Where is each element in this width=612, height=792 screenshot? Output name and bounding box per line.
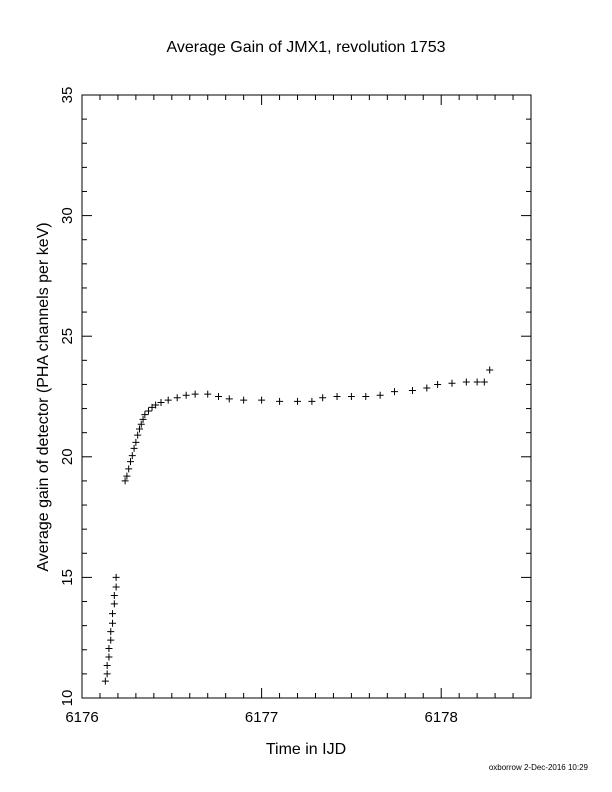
x-axis-label: Time in IJD: [266, 741, 346, 758]
plot-frame: [81, 94, 532, 699]
data-point: [130, 444, 138, 452]
data-point: [258, 396, 266, 404]
data-point: [109, 610, 117, 618]
x-tick-label: 6178: [425, 709, 458, 726]
data-point: [462, 378, 470, 386]
data-point: [109, 619, 117, 627]
data-point: [105, 645, 113, 653]
data-point: [110, 591, 118, 599]
data-point: [486, 366, 494, 374]
y-tick-label: 15: [59, 569, 76, 586]
data-point: [134, 431, 142, 439]
data-point: [423, 384, 431, 392]
chart-title: Average Gain of JMX1, revolution 1753: [167, 39, 446, 56]
data-point: [294, 397, 302, 405]
data-point: [101, 677, 109, 685]
data-markers: [101, 366, 494, 685]
y-tick-label: 20: [59, 448, 76, 465]
data-point: [480, 378, 488, 386]
data-point: [164, 396, 172, 404]
data-point: [103, 661, 111, 669]
data-point: [362, 393, 370, 400]
tick-labels: 6176 6177 6178 10 15 20 25 30 35: [59, 87, 458, 726]
data-point: [144, 407, 152, 415]
data-point: [473, 378, 481, 386]
data-point: [135, 425, 143, 433]
data-point: [112, 573, 120, 581]
data-point: [276, 397, 284, 405]
data-point: [448, 379, 456, 387]
data-point: [182, 391, 190, 399]
y-tick-label: 35: [59, 87, 76, 104]
data-point: [319, 394, 327, 402]
y-tick-label: 25: [59, 328, 76, 345]
x-tick-label: 6177: [245, 709, 278, 726]
data-point: [333, 393, 341, 400]
data-point: [141, 411, 149, 419]
data-point: [376, 391, 384, 399]
data-point: [214, 393, 222, 400]
axis-ticks: [81, 94, 532, 699]
data-point: [121, 477, 129, 485]
data-point: [308, 397, 316, 405]
data-point: [107, 636, 115, 644]
data-point: [126, 458, 134, 466]
data-point: [125, 465, 133, 473]
data-point: [112, 583, 120, 591]
data-point: [132, 438, 140, 446]
data-point: [225, 395, 233, 403]
data-point: [139, 415, 147, 423]
data-point: [105, 653, 113, 661]
data-point: [240, 396, 248, 404]
data-point: [347, 393, 355, 400]
data-point: [434, 380, 442, 388]
data-point: [110, 600, 118, 608]
x-tick-label: 6176: [65, 709, 98, 726]
y-tick-label: 30: [59, 207, 76, 224]
y-axis-label: Average gain of detector (PHA channels p…: [35, 222, 52, 571]
data-point: [204, 390, 212, 398]
data-point: [148, 403, 156, 411]
data-point: [173, 394, 181, 402]
data-point: [103, 670, 111, 678]
data-point: [152, 401, 160, 409]
data-point: [128, 452, 136, 460]
footer-stamp: oxborrow 2-Dec-2016 10:29: [489, 763, 589, 772]
data-point: [123, 472, 131, 480]
data-point: [191, 390, 199, 398]
data-point: [408, 386, 416, 394]
data-point: [137, 420, 145, 428]
y-tick-label: 10: [59, 690, 76, 707]
data-point: [157, 399, 165, 407]
data-point: [107, 628, 115, 636]
data-point: [391, 388, 399, 396]
